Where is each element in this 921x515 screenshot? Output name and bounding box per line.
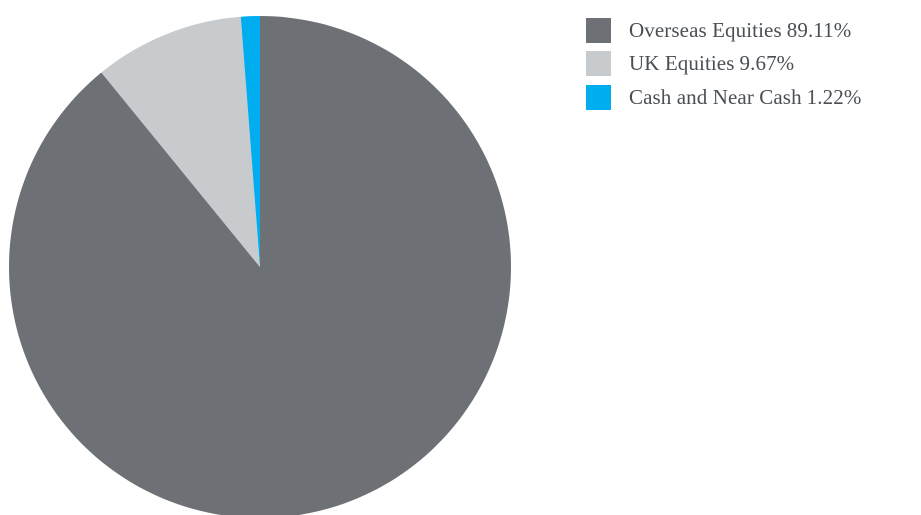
legend-label: Cash and Near Cash <box>629 84 802 109</box>
legend-label: UK Equities <box>629 51 735 75</box>
legend-swatch-cash-and-near-cash <box>586 84 611 110</box>
legend-swatch-uk-equities <box>586 51 611 76</box>
legend-entry-cash-and-near-cash: Cash and Near Cash 1.22% <box>586 84 861 110</box>
legend-value: 9.67% <box>739 51 795 75</box>
legend-value: 89.11% <box>786 17 852 42</box>
chart-legend: Overseas Equities 89.11% UK Equities 9.67%… <box>586 17 861 119</box>
pie-slice-overseas-equities <box>9 16 511 515</box>
legend-text-cash-and-near-cash: Cash and Near Cash 1.22% <box>629 85 861 110</box>
pie-slice-uk-equities <box>101 16 260 267</box>
legend-swatch-overseas-equities <box>586 17 611 43</box>
legend-text-uk-equities: UK Equities 9.67% <box>629 51 794 76</box>
legend-entry-uk-equities: UK Equities 9.67% <box>586 51 861 76</box>
legend-value: 1.22% <box>806 84 862 109</box>
legend-label: Overseas Equities <box>629 17 782 42</box>
legend-text-overseas-equities: Overseas Equities 89.11% <box>629 18 851 43</box>
legend-entry-overseas-equities: Overseas Equities 89.11% <box>586 17 861 43</box>
pie-slice-cash-and-near-cash <box>240 16 260 267</box>
